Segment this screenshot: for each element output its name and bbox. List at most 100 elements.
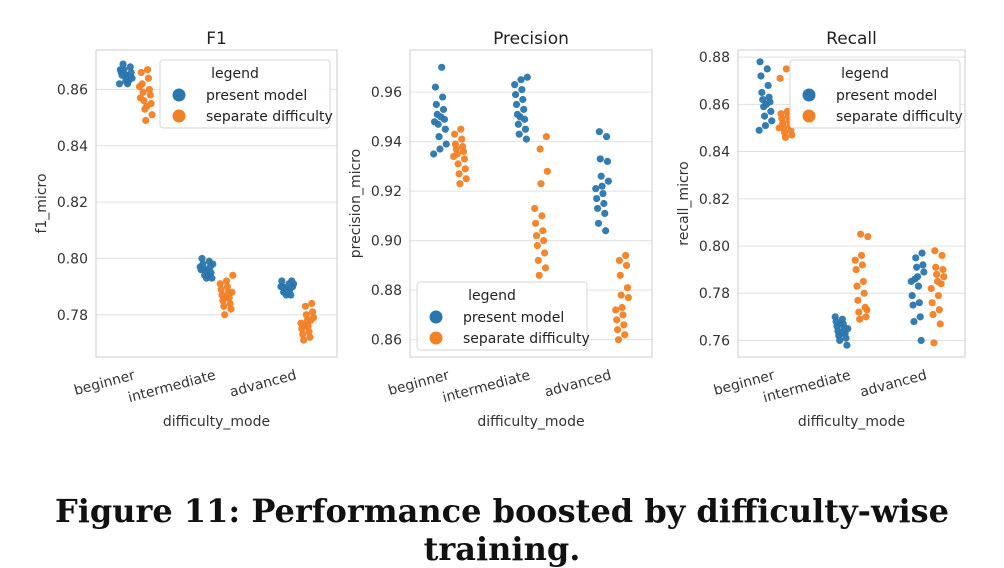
separate-point bbox=[622, 261, 631, 269]
present-point bbox=[280, 285, 289, 294]
separate-point bbox=[930, 339, 938, 347]
separate-point bbox=[216, 280, 224, 288]
separate-point bbox=[458, 135, 466, 143]
separate-point bbox=[857, 230, 865, 238]
separate-point bbox=[936, 320, 944, 328]
separate-point bbox=[148, 111, 156, 119]
separate-point bbox=[536, 145, 544, 153]
legend: legend present model separate difficulty bbox=[416, 281, 590, 351]
present-point bbox=[755, 126, 763, 134]
separate-point bbox=[928, 299, 936, 307]
separate-point bbox=[226, 299, 234, 308]
separate-point bbox=[622, 251, 630, 260]
separate-point bbox=[935, 306, 943, 314]
separate-point bbox=[927, 284, 935, 293]
separate-point bbox=[220, 302, 228, 310]
separate-point bbox=[456, 180, 464, 188]
separate-point bbox=[305, 328, 313, 336]
separate-point bbox=[852, 266, 860, 274]
separate-point bbox=[937, 280, 945, 288]
legend-marker-separate bbox=[172, 109, 186, 123]
separate-point bbox=[137, 68, 145, 77]
legend-title: legend bbox=[841, 66, 889, 82]
separate-point bbox=[617, 291, 625, 299]
present-point bbox=[517, 76, 525, 84]
separate-point bbox=[612, 306, 620, 314]
legend-label-present: present model bbox=[836, 88, 937, 104]
separate-point bbox=[859, 277, 867, 286]
legend: legend present model separate difficulty bbox=[159, 59, 333, 129]
separate-point bbox=[222, 277, 231, 285]
legend-label-separate: separate difficulty bbox=[206, 109, 333, 125]
present-point bbox=[123, 80, 132, 88]
present-point bbox=[436, 145, 444, 153]
separate-point bbox=[221, 311, 229, 319]
separate-point bbox=[227, 305, 235, 313]
y-tick-label: 0.88 bbox=[371, 283, 402, 299]
separate-point bbox=[940, 273, 948, 281]
separate-point bbox=[856, 315, 864, 323]
present-point bbox=[522, 135, 531, 143]
present-point bbox=[430, 150, 438, 158]
separate-point bbox=[307, 316, 315, 324]
present-point bbox=[439, 93, 447, 101]
present-point bbox=[756, 58, 764, 66]
present-point bbox=[594, 219, 603, 227]
separate-point bbox=[621, 331, 629, 339]
x-tick-label: advanced bbox=[543, 367, 613, 400]
present-point bbox=[116, 66, 124, 74]
present-point bbox=[765, 93, 773, 101]
present-point bbox=[289, 282, 297, 291]
y-tick-label: 0.86 bbox=[371, 333, 402, 349]
present-point bbox=[762, 100, 770, 108]
present-point bbox=[767, 107, 775, 115]
separate-point bbox=[222, 294, 230, 302]
separate-point bbox=[531, 204, 539, 213]
separate-point bbox=[300, 322, 309, 330]
separate-point bbox=[542, 133, 551, 141]
separate-point bbox=[450, 130, 459, 138]
present-point bbox=[768, 117, 776, 125]
separate-point bbox=[858, 261, 867, 269]
present-point bbox=[604, 177, 612, 185]
y-tick-label: 0.80 bbox=[699, 239, 730, 255]
separate-point bbox=[624, 293, 632, 302]
separate-point bbox=[459, 142, 467, 151]
present-point bbox=[431, 83, 440, 91]
present-point bbox=[592, 185, 600, 193]
panel-recall: 0.760.780.800.820.840.860.88Recallbeginn… bbox=[676, 29, 966, 430]
present-point bbox=[602, 227, 610, 235]
separate-point bbox=[535, 271, 543, 279]
present-point bbox=[441, 125, 449, 133]
y-axis-label: f1_micro bbox=[34, 173, 50, 233]
legend-box bbox=[789, 59, 961, 129]
separate-point bbox=[933, 270, 941, 278]
separate-point bbox=[939, 266, 947, 274]
separate-point bbox=[532, 219, 540, 227]
present-point bbox=[209, 260, 217, 268]
separate-point bbox=[782, 65, 790, 73]
figure-svg: 0.780.800.820.840.86F1beginnerintermedia… bbox=[34, 29, 966, 430]
separate-point bbox=[618, 303, 626, 312]
separate-point bbox=[938, 251, 946, 260]
present-point bbox=[764, 81, 772, 90]
separate-point bbox=[301, 302, 310, 310]
present-point bbox=[516, 113, 524, 121]
legend-marker-present bbox=[802, 88, 816, 102]
separate-point bbox=[613, 316, 621, 324]
present-point bbox=[511, 90, 520, 99]
legend-box bbox=[159, 59, 331, 129]
plot-frame bbox=[95, 49, 338, 358]
present-point bbox=[437, 113, 445, 121]
separate-point bbox=[619, 311, 627, 319]
present-point bbox=[920, 268, 928, 276]
present-point bbox=[119, 60, 127, 68]
separate-point bbox=[934, 292, 943, 300]
present-point bbox=[910, 317, 918, 326]
chart-title: Precision bbox=[493, 29, 569, 49]
separate-point bbox=[455, 170, 463, 178]
present-point bbox=[511, 81, 519, 89]
present-point bbox=[909, 301, 917, 309]
separate-point bbox=[142, 116, 150, 125]
present-point bbox=[761, 121, 770, 130]
